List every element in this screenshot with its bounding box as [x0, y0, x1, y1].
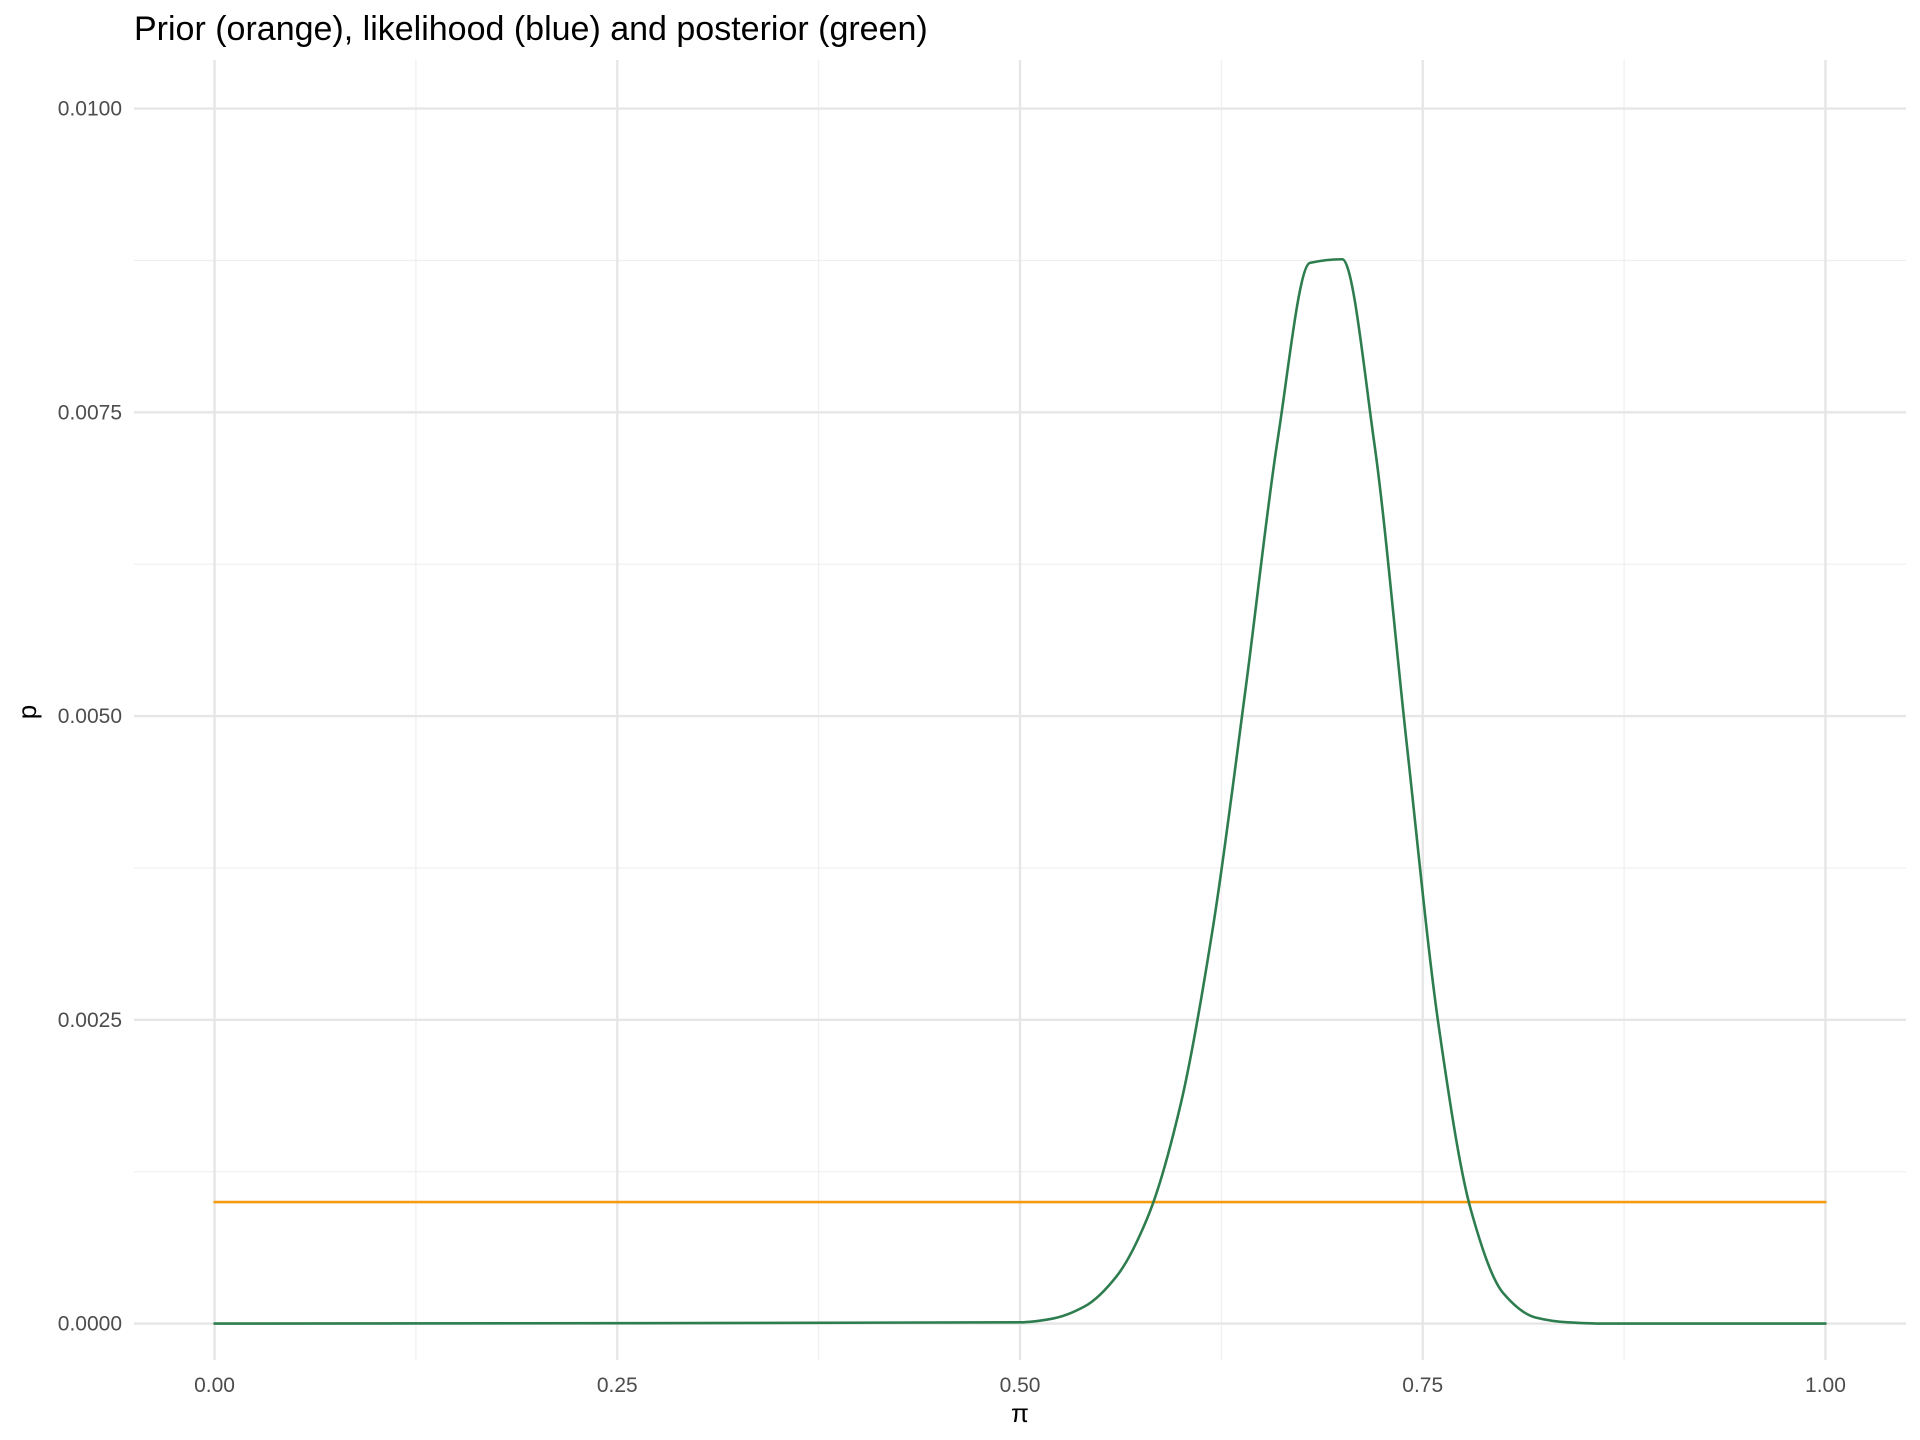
y-tick-label: 0.0100 [58, 98, 122, 121]
y-tick-label: 0.0025 [58, 1009, 122, 1032]
x-tick-labels: 0.00 0.25 0.50 0.75 1.00 [194, 1374, 1846, 1397]
grid [134, 60, 1906, 1360]
x-tick-label: 1.00 [1805, 1374, 1846, 1397]
x-tick-label: 0.75 [1402, 1374, 1443, 1397]
chart-title: Prior (orange), likelihood (blue) and po… [134, 10, 928, 48]
series-layer [213, 257, 1827, 1325]
y-axis-title: p [12, 705, 42, 719]
x-tick-label: 0.25 [597, 1374, 638, 1397]
y-tick-label: 0.0050 [58, 705, 122, 728]
x-tick-label: 0.50 [1000, 1374, 1041, 1397]
posterior-line [213, 257, 1827, 1325]
x-axis-title: π [1011, 1398, 1029, 1428]
y-tick-label: 0.0000 [58, 1313, 122, 1336]
y-tick-label: 0.0075 [58, 401, 122, 424]
y-tick-labels: 0.0000 0.0025 0.0050 0.0075 0.0100 [58, 98, 122, 1336]
x-tick-label: 0.00 [194, 1374, 235, 1397]
